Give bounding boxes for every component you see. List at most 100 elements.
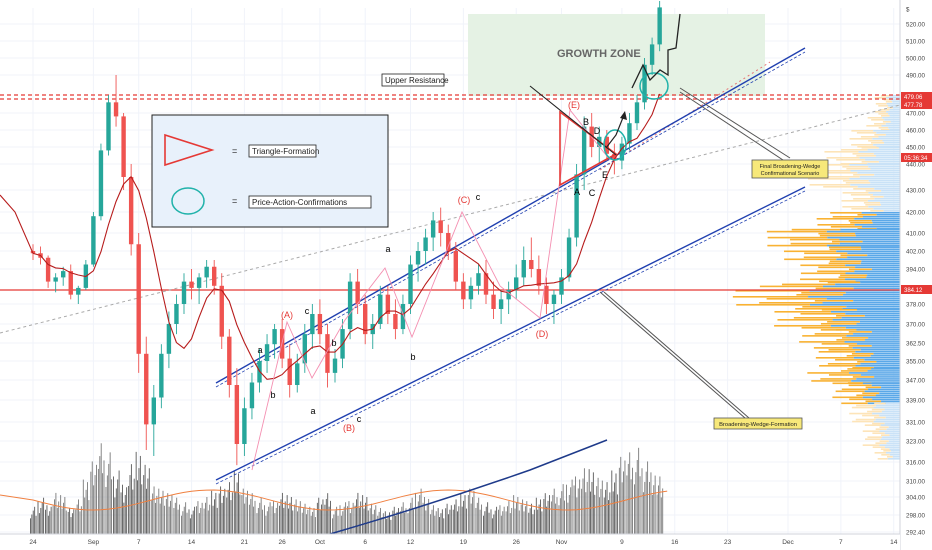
volume-bar [443, 518, 445, 534]
volume-bar [229, 482, 230, 534]
volume-bar [541, 511, 543, 534]
volume-profile-up [818, 266, 856, 269]
volume-profile-up [880, 434, 890, 436]
volume-bar [214, 499, 215, 534]
candle-body [219, 285, 224, 337]
volume-bar [517, 497, 519, 534]
volume-bar [198, 513, 200, 534]
volume-bar [286, 495, 288, 534]
volume-bar [32, 510, 34, 534]
volume-profile-down [884, 432, 900, 434]
volume-profile-up [875, 428, 887, 430]
volume-bar [562, 484, 564, 534]
volume-profile-up [766, 298, 827, 300]
volume-profile-up [766, 230, 827, 233]
volume-profile-down [856, 323, 900, 325]
volume-profile-up [875, 442, 887, 444]
volume-profile-up [736, 304, 810, 306]
wave-label: E [602, 170, 608, 180]
volume-bar [306, 514, 307, 534]
volume-profile-up [851, 130, 874, 132]
volume-bar [117, 479, 119, 534]
volume-bar [179, 504, 180, 534]
volume-bar [55, 492, 57, 534]
volume-bar [40, 507, 42, 534]
volume-bar [581, 488, 583, 534]
wave-label: D [594, 126, 601, 136]
volume-bar [280, 499, 282, 534]
volume-profile-up [840, 163, 868, 165]
volume-profile-up [881, 454, 890, 456]
volume-bar [393, 506, 395, 534]
volume-bar [218, 493, 220, 534]
volume-bar [650, 472, 652, 534]
price-tick-label: 323.00 [906, 439, 925, 446]
volume-bar [90, 471, 92, 534]
candle-body [272, 329, 277, 345]
wave-label: C [589, 188, 596, 198]
volume-bar [358, 507, 360, 534]
volume-bar [264, 505, 265, 534]
volume-bar [606, 482, 608, 534]
candle-body [212, 266, 217, 286]
price-tick-label: 292.40 [906, 530, 925, 537]
time-tick-label: 16 [671, 539, 679, 546]
volume-bar [69, 508, 71, 534]
volume-bar [496, 506, 498, 534]
volume-bar [555, 503, 557, 534]
price-tick-label: 520.00 [906, 22, 925, 29]
volume-bar [448, 514, 449, 534]
volume-bar [325, 498, 327, 534]
volume-bar [634, 484, 635, 534]
volume-bar [41, 502, 43, 534]
volume-bar [322, 499, 324, 534]
volume-profile-down [827, 244, 900, 247]
volume-profile-down [873, 130, 900, 132]
volume-bar [105, 486, 107, 534]
candle-body [642, 64, 647, 103]
volume-bar [123, 502, 125, 534]
volume-profile-up [878, 113, 889, 115]
volume-bar [609, 492, 611, 534]
volume-profile-down [871, 384, 900, 387]
volume-bar [283, 507, 285, 534]
price-axis: $520.00 510.00 500.00 490.00 470.00 460.00 450… [899, 0, 932, 550]
price-tick-label: 316.00 [906, 460, 925, 467]
volume-profile-down [859, 176, 900, 178]
growth-zone-label: GROWTH ZONE [557, 48, 641, 60]
volume-bar [221, 502, 223, 534]
wave-label: c [476, 192, 481, 202]
volume-bar [508, 501, 510, 534]
price-tick-label: 440.00 [906, 162, 925, 169]
volume-bar [80, 506, 82, 534]
volume-bar [334, 510, 336, 534]
price-badge-label: 477.78 [904, 103, 923, 109]
volume-profile-up [856, 394, 876, 397]
volume-profile-up [774, 311, 831, 313]
volume-bar [215, 492, 217, 534]
volume-bar [556, 497, 558, 534]
volume-bar [345, 502, 347, 534]
volume-profile-up [817, 224, 855, 226]
volume-bar [327, 493, 329, 534]
price-axis-bg [900, 0, 932, 550]
volume-profile-down [849, 372, 900, 374]
volume-bar [295, 499, 297, 534]
volume-profile-down [856, 329, 900, 331]
volume-profile-up [870, 210, 884, 212]
volume-bar [115, 488, 117, 534]
volume-profile-up [822, 172, 858, 174]
candle-body [242, 408, 247, 444]
volume-profile-down [873, 153, 900, 155]
volume-bar [659, 476, 661, 534]
volume-bar [372, 514, 374, 534]
volume-bar [428, 498, 430, 534]
volume-bar [377, 515, 379, 534]
volume-bar [247, 490, 248, 534]
volume-bar [440, 513, 442, 534]
volume-profile-down [871, 220, 900, 222]
volume-profile-up [803, 256, 848, 259]
volume-bar [205, 502, 206, 534]
